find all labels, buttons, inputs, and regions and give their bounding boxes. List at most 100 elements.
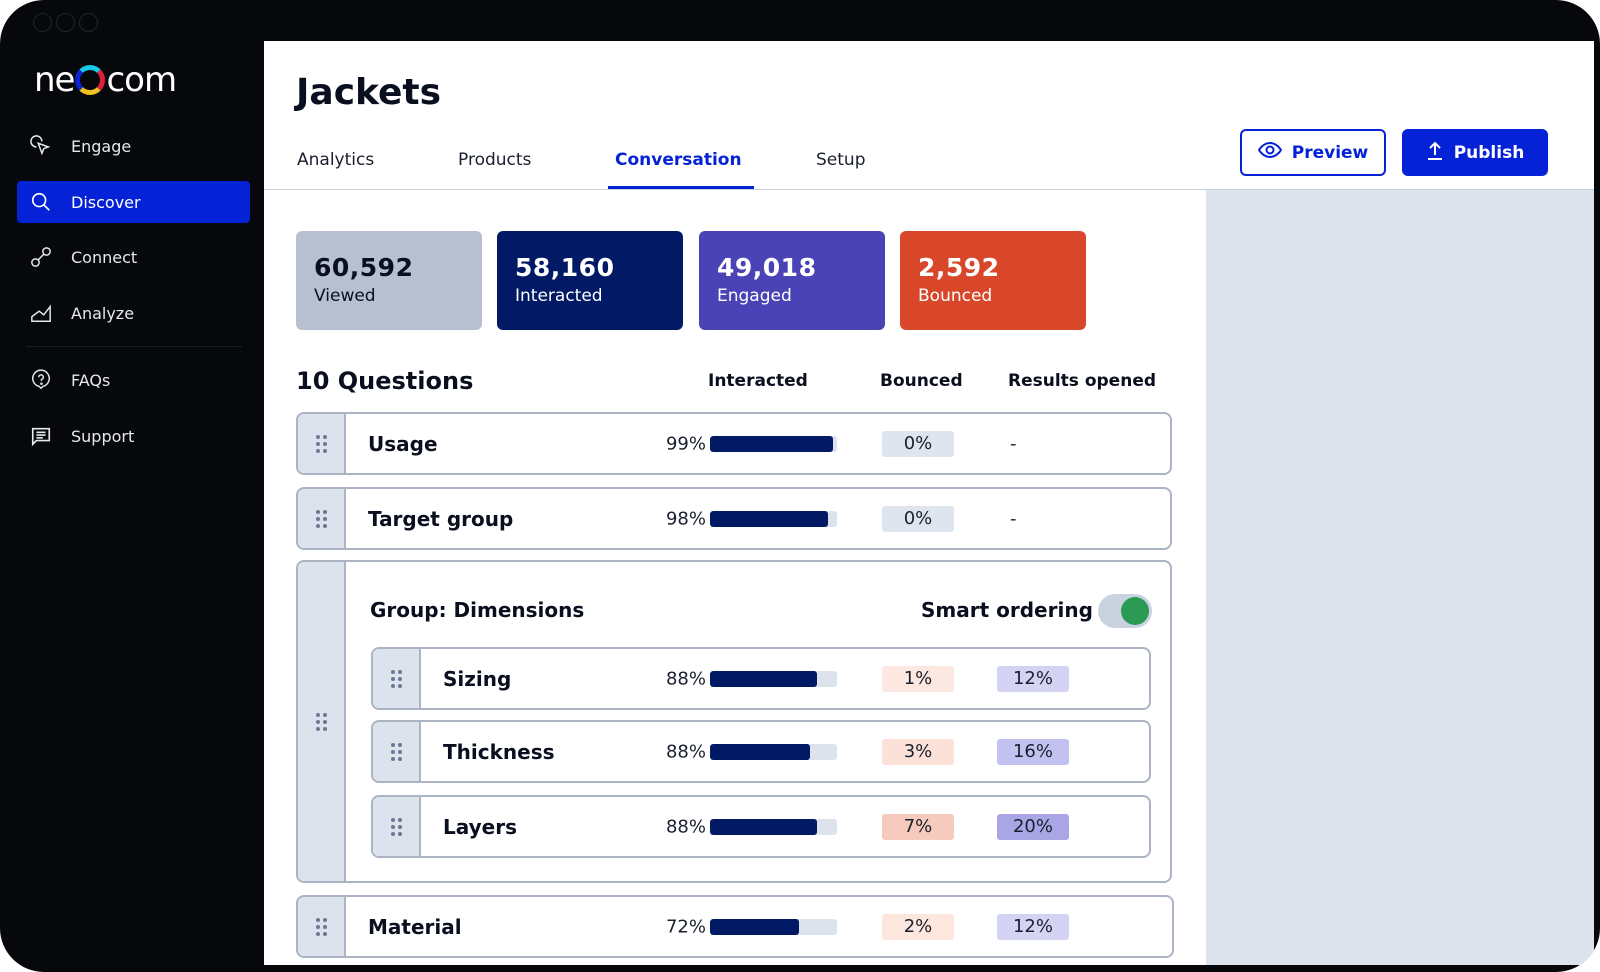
window-minimize-button[interactable] bbox=[56, 13, 75, 32]
toggle-knob bbox=[1121, 597, 1149, 625]
page-title: Jackets bbox=[296, 72, 442, 113]
question-row[interactable]: Material 72% 2% 12% bbox=[296, 895, 1174, 958]
question-name: Usage bbox=[368, 431, 438, 456]
preview-button[interactable]: Preview bbox=[1240, 129, 1386, 176]
sidebar-item-engage[interactable]: Engage bbox=[17, 125, 250, 167]
sidebar-item-label: Connect bbox=[71, 247, 138, 267]
drag-handle[interactable] bbox=[373, 722, 421, 781]
question-row[interactable]: Target group 98% 0% - bbox=[296, 487, 1172, 550]
results-opened-badge: 12% bbox=[997, 913, 1069, 940]
interacted-bar-fill bbox=[710, 743, 811, 760]
sidebar-item-discover[interactable]: Discover bbox=[17, 181, 250, 223]
logo: ne com bbox=[34, 60, 177, 100]
drag-handle[interactable] bbox=[373, 649, 421, 708]
results-opened-badge: 16% bbox=[997, 738, 1069, 765]
stat-label: Viewed bbox=[314, 286, 376, 306]
tab-conversation[interactable]: Conversation bbox=[615, 150, 742, 170]
stat-label: Interacted bbox=[515, 286, 603, 306]
interacted-bar bbox=[710, 670, 837, 687]
smart-ordering-toggle[interactable] bbox=[1098, 594, 1152, 628]
tabs-divider bbox=[264, 189, 1594, 190]
stat-card-bounced: 2,592 Bounced bbox=[900, 231, 1086, 330]
interacted-percent: 72% bbox=[665, 916, 706, 937]
publish-button[interactable]: Publish bbox=[1402, 129, 1548, 176]
window-controls bbox=[33, 13, 98, 32]
stat-label: Engaged bbox=[717, 286, 792, 306]
group-title: Group: Dimensions bbox=[370, 598, 585, 622]
results-opened-badge: 20% bbox=[997, 813, 1069, 840]
drag-handle[interactable] bbox=[298, 489, 346, 548]
question-name: Layers bbox=[443, 814, 517, 839]
interacted-percent: 88% bbox=[665, 741, 706, 762]
bounced-badge: 0% bbox=[882, 430, 954, 457]
question-name: Material bbox=[368, 914, 462, 939]
question-bubble-icon bbox=[29, 368, 53, 392]
stat-card-engaged: 49,018 Engaged bbox=[699, 231, 885, 330]
grip-icon bbox=[390, 669, 402, 688]
column-header-interacted: Interacted bbox=[708, 371, 808, 391]
grip-icon bbox=[315, 917, 327, 936]
logo-ring-icon bbox=[75, 65, 106, 95]
questions-heading: 10 Questions bbox=[296, 367, 474, 395]
window-close-button[interactable] bbox=[33, 13, 52, 32]
sidebar-item-support[interactable]: Support bbox=[17, 415, 250, 457]
bounced-badge: 1% bbox=[882, 665, 954, 692]
stat-card-interacted: 58,160 Interacted bbox=[497, 231, 683, 330]
drag-handle[interactable] bbox=[298, 562, 346, 881]
interacted-bar bbox=[710, 510, 837, 527]
tab-products[interactable]: Products bbox=[458, 150, 532, 170]
sidebar-item-label: Engage bbox=[71, 136, 132, 156]
bounced-badge: 7% bbox=[882, 813, 954, 840]
bounced-badge: 3% bbox=[882, 738, 954, 765]
interacted-bar bbox=[710, 435, 837, 452]
window-maximize-button[interactable] bbox=[79, 13, 98, 32]
grip-icon bbox=[315, 712, 327, 731]
interacted-percent: 98% bbox=[665, 508, 706, 529]
question-row[interactable]: Layers 88% 7% 20% bbox=[371, 795, 1151, 858]
results-opened-badge: 12% bbox=[997, 665, 1069, 692]
stat-value: 2,592 bbox=[918, 253, 1000, 282]
results-opened-value: - bbox=[1010, 433, 1017, 454]
preview-panel bbox=[1206, 190, 1594, 965]
chart-area-icon bbox=[29, 301, 53, 325]
sidebar-item-analyze[interactable]: Analyze bbox=[17, 292, 250, 334]
column-header-results-opened: Results opened bbox=[1008, 371, 1157, 391]
question-name: Thickness bbox=[443, 739, 555, 764]
smart-ordering-label: Smart ordering bbox=[921, 598, 1093, 622]
grip-icon bbox=[315, 509, 327, 528]
interacted-bar bbox=[710, 743, 837, 760]
grip-icon bbox=[390, 817, 402, 836]
tab-analytics[interactable]: Analytics bbox=[297, 150, 375, 170]
connect-icon bbox=[29, 245, 53, 269]
interacted-bar bbox=[710, 818, 837, 835]
interacted-percent: 88% bbox=[665, 668, 706, 689]
interacted-bar-fill bbox=[710, 510, 829, 527]
question-name: Sizing bbox=[443, 666, 512, 691]
stat-value: 49,018 bbox=[717, 253, 817, 282]
grip-icon bbox=[390, 742, 402, 761]
drag-handle[interactable] bbox=[298, 414, 346, 473]
stat-value: 60,592 bbox=[314, 253, 414, 282]
drag-handle[interactable] bbox=[298, 897, 346, 956]
message-icon bbox=[29, 424, 53, 448]
interacted-percent: 88% bbox=[665, 816, 706, 837]
tab-setup[interactable]: Setup bbox=[816, 150, 866, 170]
active-tab-indicator bbox=[608, 186, 754, 189]
results-opened-value: - bbox=[1010, 508, 1017, 529]
drag-handle[interactable] bbox=[373, 797, 421, 856]
pointer-click-icon bbox=[29, 134, 53, 158]
question-row[interactable]: Usage 99% 0% - bbox=[296, 412, 1172, 475]
sidebar-item-label: Analyze bbox=[71, 303, 135, 323]
interacted-bar-fill bbox=[710, 918, 799, 935]
stat-label: Bounced bbox=[918, 286, 993, 306]
sidebar-item-label: FAQs bbox=[71, 370, 111, 390]
grip-icon bbox=[315, 434, 327, 453]
sidebar-item-connect[interactable]: Connect bbox=[17, 236, 250, 278]
bounced-badge: 2% bbox=[882, 913, 954, 940]
sidebar-item-faqs[interactable]: FAQs bbox=[17, 359, 250, 401]
question-row[interactable]: Thickness 88% 3% 16% bbox=[371, 720, 1151, 783]
question-row[interactable]: Sizing 88% 1% 12% bbox=[371, 647, 1151, 710]
logo-text: ne bbox=[34, 60, 75, 100]
interacted-bar bbox=[710, 918, 837, 935]
